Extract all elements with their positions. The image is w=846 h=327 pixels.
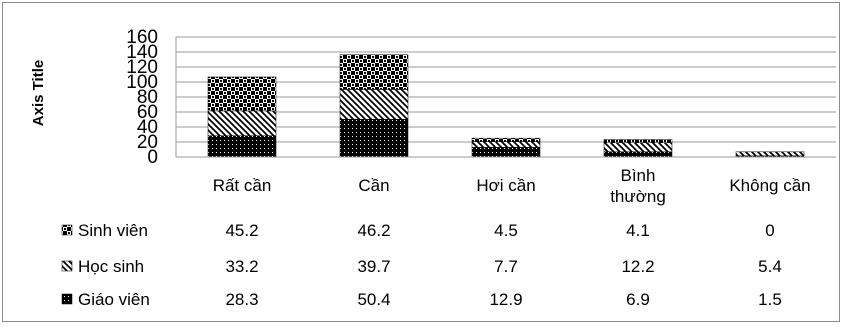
bar-segment [339, 118, 409, 158]
data-table-value: 1.5 [758, 290, 782, 309]
data-table-value: 4.1 [626, 221, 650, 240]
x-category-label: Rất cần [213, 176, 272, 195]
legend-series-name: Giáo viên [78, 290, 150, 309]
data-table-value: 0 [765, 221, 774, 240]
y-tick-label: 80 [137, 87, 158, 108]
bar-segment [471, 147, 541, 158]
y-tick-label: 100 [126, 72, 158, 93]
data-table: Sinh viên 45.2 46.2 4.5 4.1 0 Học sinh 33.2 39.7… [61, 221, 782, 309]
legend-key [61, 224, 73, 236]
legend-key [61, 293, 73, 305]
data-table-value: 46.2 [357, 221, 390, 240]
data-table-value: 50.4 [357, 290, 390, 309]
data-table-value: 28.3 [225, 290, 258, 309]
y-tick-label: 40 [137, 117, 158, 138]
bar-segment [471, 137, 541, 142]
bar-segment [603, 142, 673, 153]
bar-segment [735, 151, 805, 157]
x-category-label: Bình thường [610, 166, 666, 206]
y-tick-label: 160 [126, 27, 158, 48]
bar-segment [471, 141, 541, 148]
data-table-value: 12.9 [489, 290, 522, 309]
gridlines [176, 36, 836, 158]
x-category-label: Hơi cần [476, 176, 535, 195]
data-table-value: 33.2 [225, 257, 258, 276]
bars [207, 54, 805, 158]
y-tick-label: 140 [126, 42, 158, 63]
bar-segment [207, 110, 277, 137]
x-category-label: Không cần [729, 176, 810, 195]
bar-segment [207, 135, 277, 158]
legend-series-name: Sinh viên [78, 221, 148, 240]
x-category-label: Cần [358, 176, 389, 195]
data-table-value: 7.7 [494, 257, 518, 276]
bar-segment [339, 54, 409, 90]
data-table-value: 6.9 [626, 290, 650, 309]
chart-frame: 0 20 40 60 80 100 120 140 160 Axis Title Rất cần… [2, 2, 840, 322]
y-tick-label: 120 [126, 57, 158, 78]
bar-segment [339, 89, 409, 120]
y-tick-label: 20 [137, 132, 158, 153]
legend-key [61, 260, 73, 272]
legend-series-name: Học sinh [78, 257, 144, 276]
y-tick-label: 0 [147, 147, 158, 168]
data-table-value: 5.4 [758, 257, 782, 276]
category-labels: Rất cần Cần Hơi cần Bình thường Không cần [213, 166, 811, 206]
data-table-value: 4.5 [494, 221, 518, 240]
bar-segment [603, 151, 673, 158]
data-table-value: 12.2 [621, 257, 654, 276]
y-axis-title: Axis Title [30, 60, 47, 126]
bar-segment [603, 139, 673, 143]
data-table-value: 39.7 [357, 257, 390, 276]
y-tick-label: 60 [137, 102, 158, 123]
data-table-value: 45.2 [225, 221, 258, 240]
bar-segment [207, 76, 277, 112]
